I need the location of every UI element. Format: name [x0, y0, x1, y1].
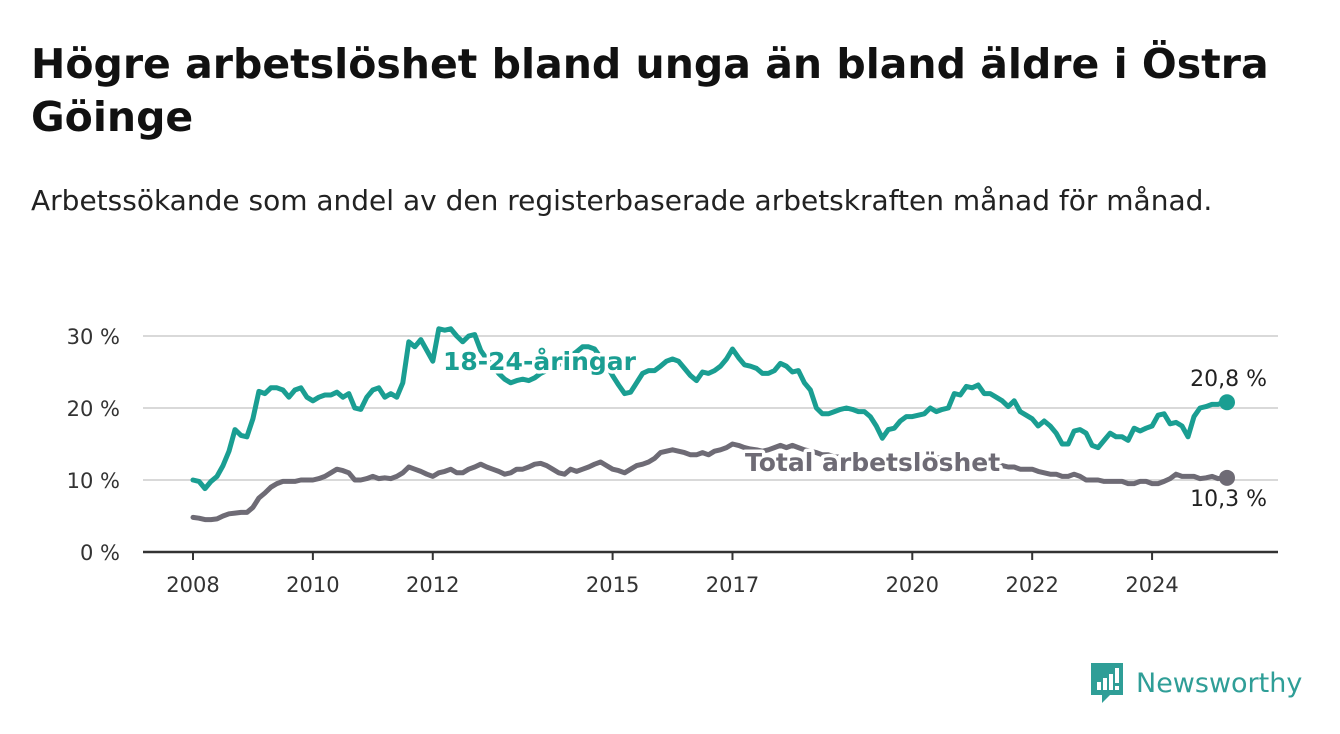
end-point-youth [1219, 394, 1235, 411]
series-labels: 18-24-åringar Total arbetslöshet 20,8 % 10,… [440, 344, 1271, 515]
end-point-total [1219, 469, 1235, 486]
series-label-youth: 18-24-åringar [443, 347, 637, 376]
x-tick-label: 2020 [886, 573, 939, 597]
x-tick-label: 2015 [586, 573, 639, 597]
series-line-total [190, 441, 1230, 523]
y-tick-label: 10 % [67, 469, 120, 493]
y-tick-label: 30 % [67, 325, 120, 349]
series-line-youth [190, 326, 1230, 492]
x-tick-label: 2022 [1005, 573, 1058, 597]
x-tick-label: 2008 [166, 573, 219, 597]
newsworthy-bar-chart-icon [1091, 663, 1123, 703]
x-tick-label: 2010 [286, 573, 339, 597]
chart-subtitle: Arbetssökande som andel av den registerb… [31, 184, 1213, 217]
newsworthy-logo: Newsworthy [1088, 660, 1302, 706]
axis-ticks: 0 % 10 % 20 % 30 % 2008 2010 2012 2015 2017 2020 2… [67, 325, 1179, 597]
x-tick-label: 2012 [406, 573, 459, 597]
brand-name: Newsworthy [1136, 667, 1303, 699]
series-lines [190, 326, 1235, 523]
x-tick-label: 2024 [1125, 573, 1178, 597]
x-tick-label: 2017 [706, 573, 759, 597]
end-label-youth: 20,8 % [1190, 367, 1267, 392]
series-label-total: Total arbetslöshet [745, 448, 1000, 477]
y-tick-label: 0 % [80, 541, 120, 565]
gridlines [143, 335, 1278, 554]
end-label-total: 10,3 % [1190, 487, 1267, 512]
chart-title: Högre arbetslöshet bland unga än bland ä… [31, 40, 1269, 141]
y-tick-label: 20 % [67, 397, 120, 421]
